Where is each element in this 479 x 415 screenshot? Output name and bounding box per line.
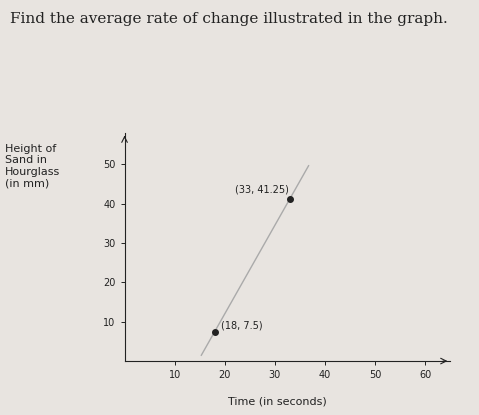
Text: (33, 41.25): (33, 41.25) [235,185,289,195]
Text: Find the average rate of change illustrated in the graph.: Find the average rate of change illustra… [10,12,447,27]
Text: Height of
Sand in
Hourglass
(in mm): Height of Sand in Hourglass (in mm) [5,144,60,188]
Text: Time (in seconds): Time (in seconds) [228,397,327,407]
Text: (18, 7.5): (18, 7.5) [221,320,262,330]
